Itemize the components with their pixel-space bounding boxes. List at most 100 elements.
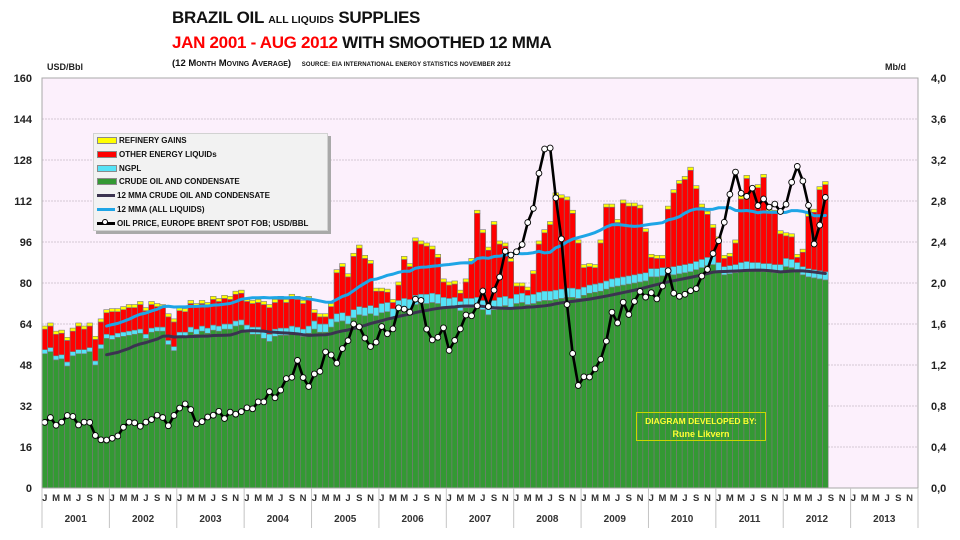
bar-stack xyxy=(131,304,138,489)
bar-crude xyxy=(636,281,644,489)
bar-ngpl xyxy=(328,318,335,328)
y-left-tick-label: 96 xyxy=(20,237,32,249)
bar-stack xyxy=(322,313,329,489)
x-tick-label-year: 2005 xyxy=(334,514,357,525)
bar-other xyxy=(794,257,801,263)
bar-ngpl xyxy=(788,259,795,268)
price-point xyxy=(698,272,706,280)
x-tick-label-month: M xyxy=(793,493,801,504)
price-point xyxy=(675,292,683,300)
bar-crude xyxy=(271,335,279,489)
bar-refinery xyxy=(811,208,818,213)
bar-other xyxy=(653,258,661,269)
price-point xyxy=(597,356,605,363)
bar-refinery xyxy=(300,300,307,304)
bar-crude xyxy=(575,298,582,489)
bar-other xyxy=(238,292,245,321)
bar-stack xyxy=(69,327,77,489)
bar-crude xyxy=(468,307,475,489)
bar-refinery xyxy=(687,166,694,171)
price-point xyxy=(193,420,200,428)
bar-refinery xyxy=(636,204,644,209)
bar-crude xyxy=(182,337,189,489)
bar-other xyxy=(642,231,649,274)
bar-ngpl xyxy=(215,325,223,332)
price-point xyxy=(793,163,801,170)
bar-refinery xyxy=(170,318,178,323)
bar-other xyxy=(249,303,256,328)
price-point xyxy=(384,330,391,338)
bar-refinery xyxy=(266,304,273,308)
price-point xyxy=(485,303,492,310)
bar-refinery xyxy=(41,325,48,330)
x-tick-label-month: N xyxy=(98,493,105,504)
bar-refinery xyxy=(799,248,807,253)
bar-ngpl xyxy=(131,329,138,335)
chart-title: BRAZIL OIL ALL LIQUIDS SUPPLIES xyxy=(172,8,420,30)
legend-item-refinery-gains: REFINERY GAINS xyxy=(97,134,187,146)
bar-stack xyxy=(344,273,352,489)
x-tick-label-month: J xyxy=(581,493,586,504)
bar-refinery xyxy=(69,327,77,332)
price-point xyxy=(400,305,408,313)
price-point xyxy=(165,422,172,430)
bar-ngpl xyxy=(238,319,245,326)
bar-stack xyxy=(457,289,464,489)
bar-crude xyxy=(344,323,352,489)
bar-refinery xyxy=(541,229,548,234)
price-point xyxy=(715,237,723,245)
x-tick-label-month: M xyxy=(119,493,127,504)
bar-ngpl xyxy=(193,328,200,335)
bar-crude xyxy=(597,290,604,489)
price-point xyxy=(468,312,475,320)
bar-other xyxy=(771,213,778,265)
bar-ngpl xyxy=(159,326,166,332)
bar-other xyxy=(451,283,458,298)
bar-crude xyxy=(766,271,773,489)
bar-ngpl xyxy=(743,261,750,270)
bar-other xyxy=(681,179,689,265)
x-tick-label-month: M xyxy=(468,493,476,504)
price-point xyxy=(131,419,139,427)
bar-refinery xyxy=(406,263,413,267)
bar-stack xyxy=(541,229,548,489)
bar-refinery xyxy=(125,304,133,308)
bar-ngpl xyxy=(513,293,520,304)
bar-ngpl xyxy=(423,293,430,304)
price-point xyxy=(395,304,402,312)
bar-other xyxy=(277,299,284,329)
y-left-tick-label: 32 xyxy=(20,401,32,413)
bar-other xyxy=(367,263,374,306)
bar-other xyxy=(698,206,705,260)
bar-stack xyxy=(451,280,458,489)
bar-other xyxy=(176,310,183,333)
bar-other xyxy=(788,236,795,260)
bar-crude xyxy=(704,265,711,489)
bar-crude xyxy=(328,326,335,489)
bar-stack xyxy=(732,239,739,489)
bar-crude xyxy=(446,307,453,489)
price-point xyxy=(417,297,425,304)
bar-ngpl xyxy=(120,331,127,337)
bar-crude xyxy=(283,334,290,489)
x-tick-label-month: J xyxy=(76,493,81,504)
bar-crude xyxy=(333,321,340,489)
price-point xyxy=(69,413,77,420)
credit-author: Rune Likvern xyxy=(672,429,730,439)
bar-stack xyxy=(552,192,559,489)
bar-stack xyxy=(305,296,312,489)
x-tick-label-month: J xyxy=(514,493,519,504)
x-tick-label-month: M xyxy=(52,493,60,504)
bar-refinery xyxy=(721,255,728,259)
bar-refinery xyxy=(625,202,632,207)
bar-refinery xyxy=(547,221,554,225)
bar-stack xyxy=(614,219,621,489)
bar-other xyxy=(738,198,745,263)
bar-other xyxy=(373,290,380,308)
x-tick-label-month: J xyxy=(716,493,721,504)
price-point xyxy=(529,205,537,212)
bar-other xyxy=(182,311,189,333)
x-tick-label-month: S xyxy=(356,493,362,504)
price-point xyxy=(91,432,99,439)
x-tick-label-month: M xyxy=(805,493,813,504)
